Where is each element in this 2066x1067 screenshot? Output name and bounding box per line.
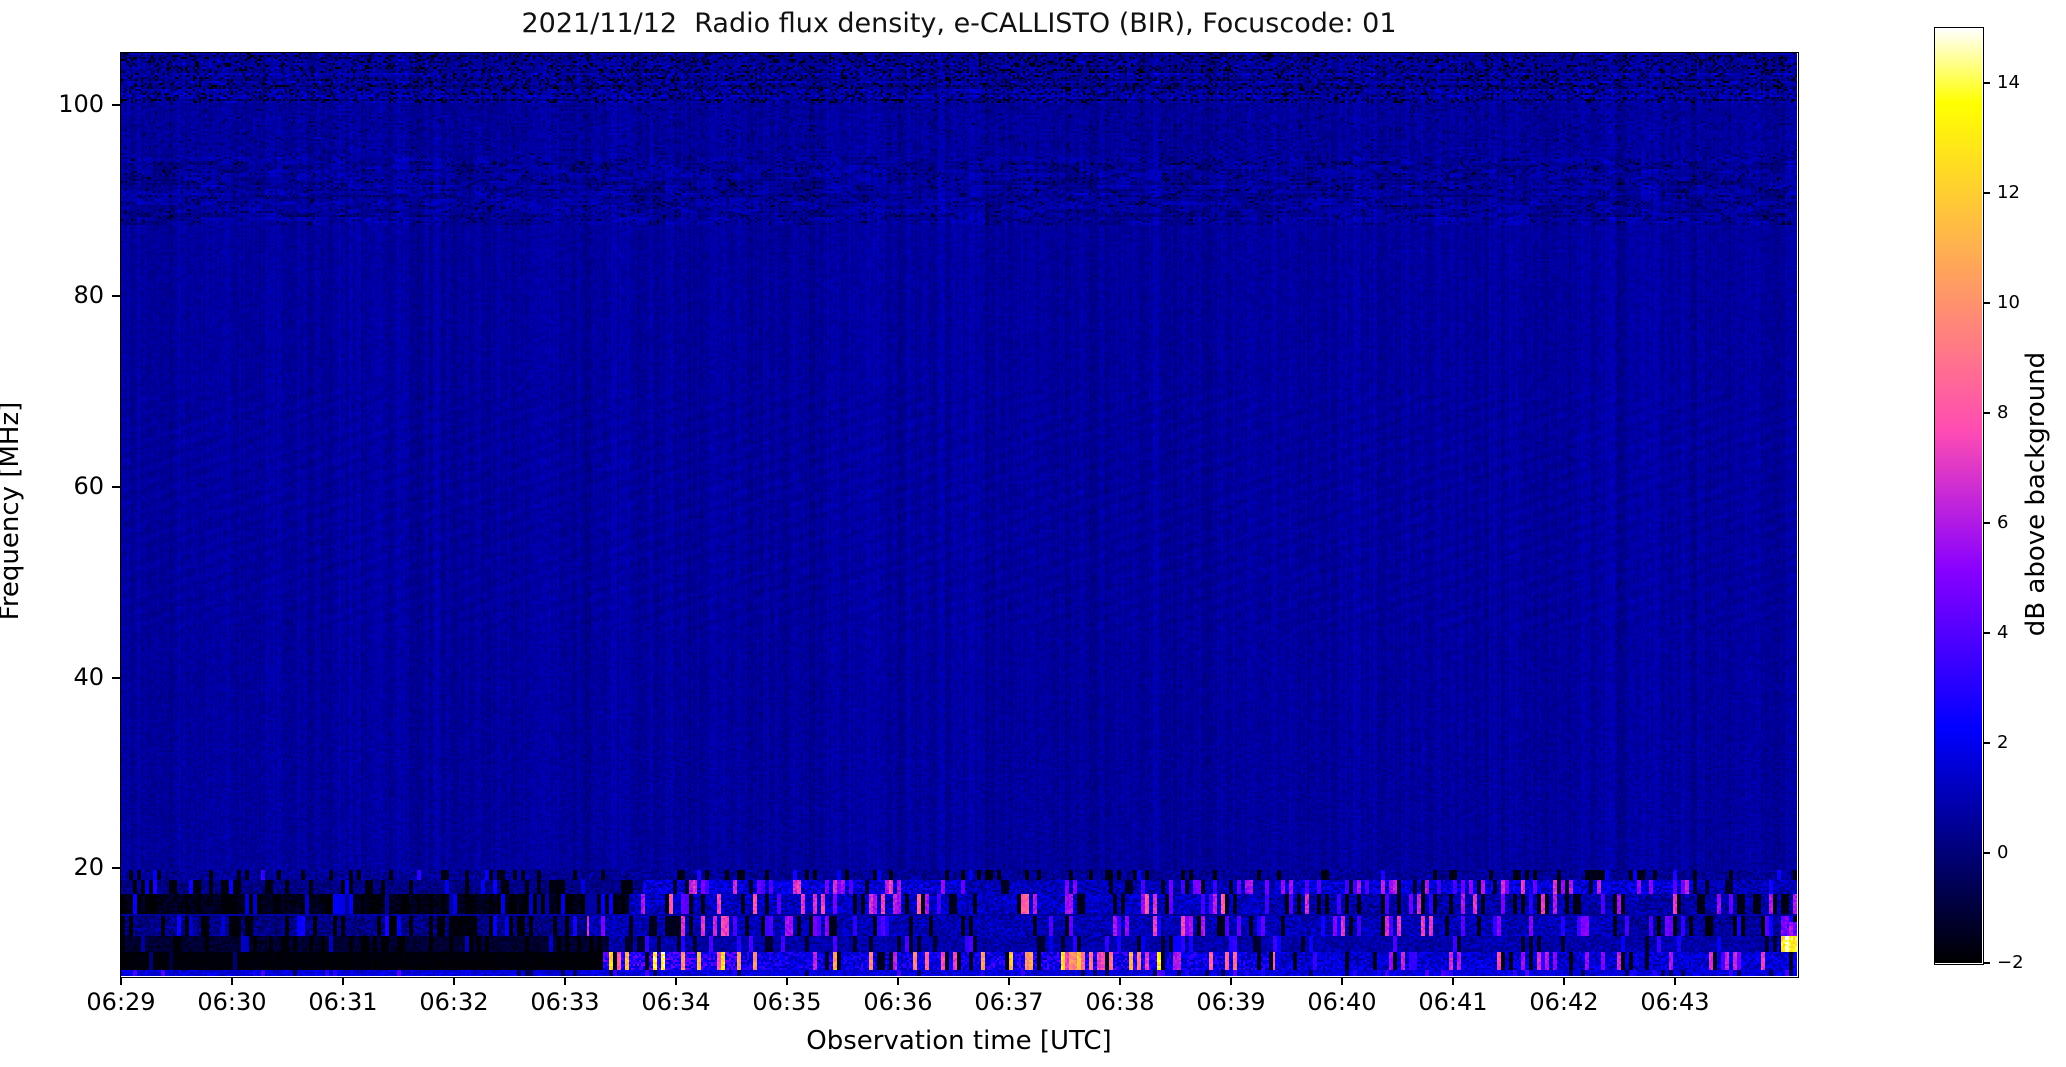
plot-border xyxy=(120,52,1799,978)
x-tick-mark xyxy=(341,977,344,985)
x-tick-label: 06:34 xyxy=(641,988,711,1016)
y-tick-mark xyxy=(112,295,120,298)
colorbar-tick-mark xyxy=(1983,522,1990,524)
x-tick-mark xyxy=(674,977,677,985)
x-tick-mark xyxy=(120,977,122,985)
x-tick-label: 06:38 xyxy=(1085,988,1155,1016)
x-tick-mark xyxy=(1340,977,1343,985)
colorbar-tick-label: 14 xyxy=(1997,72,2020,93)
colorbar-tick-mark xyxy=(1983,302,1990,304)
colorbar-tick-mark xyxy=(1983,632,1990,634)
x-axis-label: Observation time [UTC] xyxy=(806,1026,1112,1056)
colorbar-tick-mark xyxy=(1983,852,1990,854)
colorbar-tick-mark xyxy=(1983,82,1990,84)
x-tick-label: 06:30 xyxy=(197,988,267,1016)
y-tick-mark xyxy=(112,485,120,488)
x-tick-mark xyxy=(452,977,455,985)
x-tick-label: 06:35 xyxy=(752,988,822,1016)
colorbar-label: dB above background xyxy=(2021,351,2051,637)
y-tick-label: 80 xyxy=(73,281,104,310)
x-tick-mark xyxy=(785,977,788,985)
y-tick-label: 20 xyxy=(73,853,104,882)
colorbar-tick-label: 0 xyxy=(1997,842,2009,863)
y-tick-label: 60 xyxy=(73,471,104,500)
colorbar-tick-mark xyxy=(1983,412,1990,414)
x-tick-label: 06:39 xyxy=(1196,988,1266,1016)
x-tick-label: 06:37 xyxy=(974,988,1044,1016)
colorbar-tick-label: 12 xyxy=(1997,182,2020,203)
colorbar-border xyxy=(1934,27,1984,965)
y-tick-mark xyxy=(112,867,120,870)
x-tick-label: 06:40 xyxy=(1307,988,1377,1016)
x-tick-label: 06:36 xyxy=(863,988,933,1016)
colorbar-tick-label: 8 xyxy=(1997,402,2009,423)
x-tick-label: 06:32 xyxy=(419,988,489,1016)
x-tick-label: 06:33 xyxy=(530,988,600,1016)
x-tick-label: 06:41 xyxy=(1418,988,1488,1016)
x-tick-label: 06:29 xyxy=(86,988,156,1016)
x-tick-label: 06:42 xyxy=(1529,988,1599,1016)
y-tick-mark xyxy=(112,676,120,679)
x-tick-mark xyxy=(1118,977,1121,985)
x-tick-mark xyxy=(1229,977,1232,985)
y-tick-mark xyxy=(112,104,120,107)
x-tick-mark xyxy=(1007,977,1010,985)
x-tick-mark xyxy=(1673,977,1676,985)
y-tick-label: 100 xyxy=(58,90,104,119)
x-tick-mark xyxy=(563,977,566,985)
y-tick-label: 40 xyxy=(73,662,104,691)
colorbar-tick-mark xyxy=(1983,192,1990,194)
y-axis-label: Frequency [MHz] xyxy=(0,401,25,621)
x-tick-mark xyxy=(1562,977,1565,985)
colorbar-tick-label: −2 xyxy=(1997,952,2024,973)
colorbar-tick-mark xyxy=(1983,962,1990,964)
colorbar-canvas xyxy=(1935,28,1982,963)
colorbar-tick-label: 10 xyxy=(1997,292,2020,313)
x-tick-label: 06:31 xyxy=(308,988,378,1016)
colorbar-tick-mark xyxy=(1983,742,1990,744)
x-tick-mark xyxy=(896,977,899,985)
colorbar-tick-label: 4 xyxy=(1997,622,2009,643)
colorbar-tick-label: 6 xyxy=(1997,512,2009,533)
x-tick-mark xyxy=(230,977,233,985)
page-title: 2021/11/12 Radio flux density, e-CALLIST… xyxy=(521,8,1397,39)
x-tick-label: 06:43 xyxy=(1640,988,1710,1016)
x-tick-mark xyxy=(1451,977,1454,985)
colorbar-tick-label: 2 xyxy=(1997,732,2009,753)
spectrogram-canvas xyxy=(121,53,1797,976)
